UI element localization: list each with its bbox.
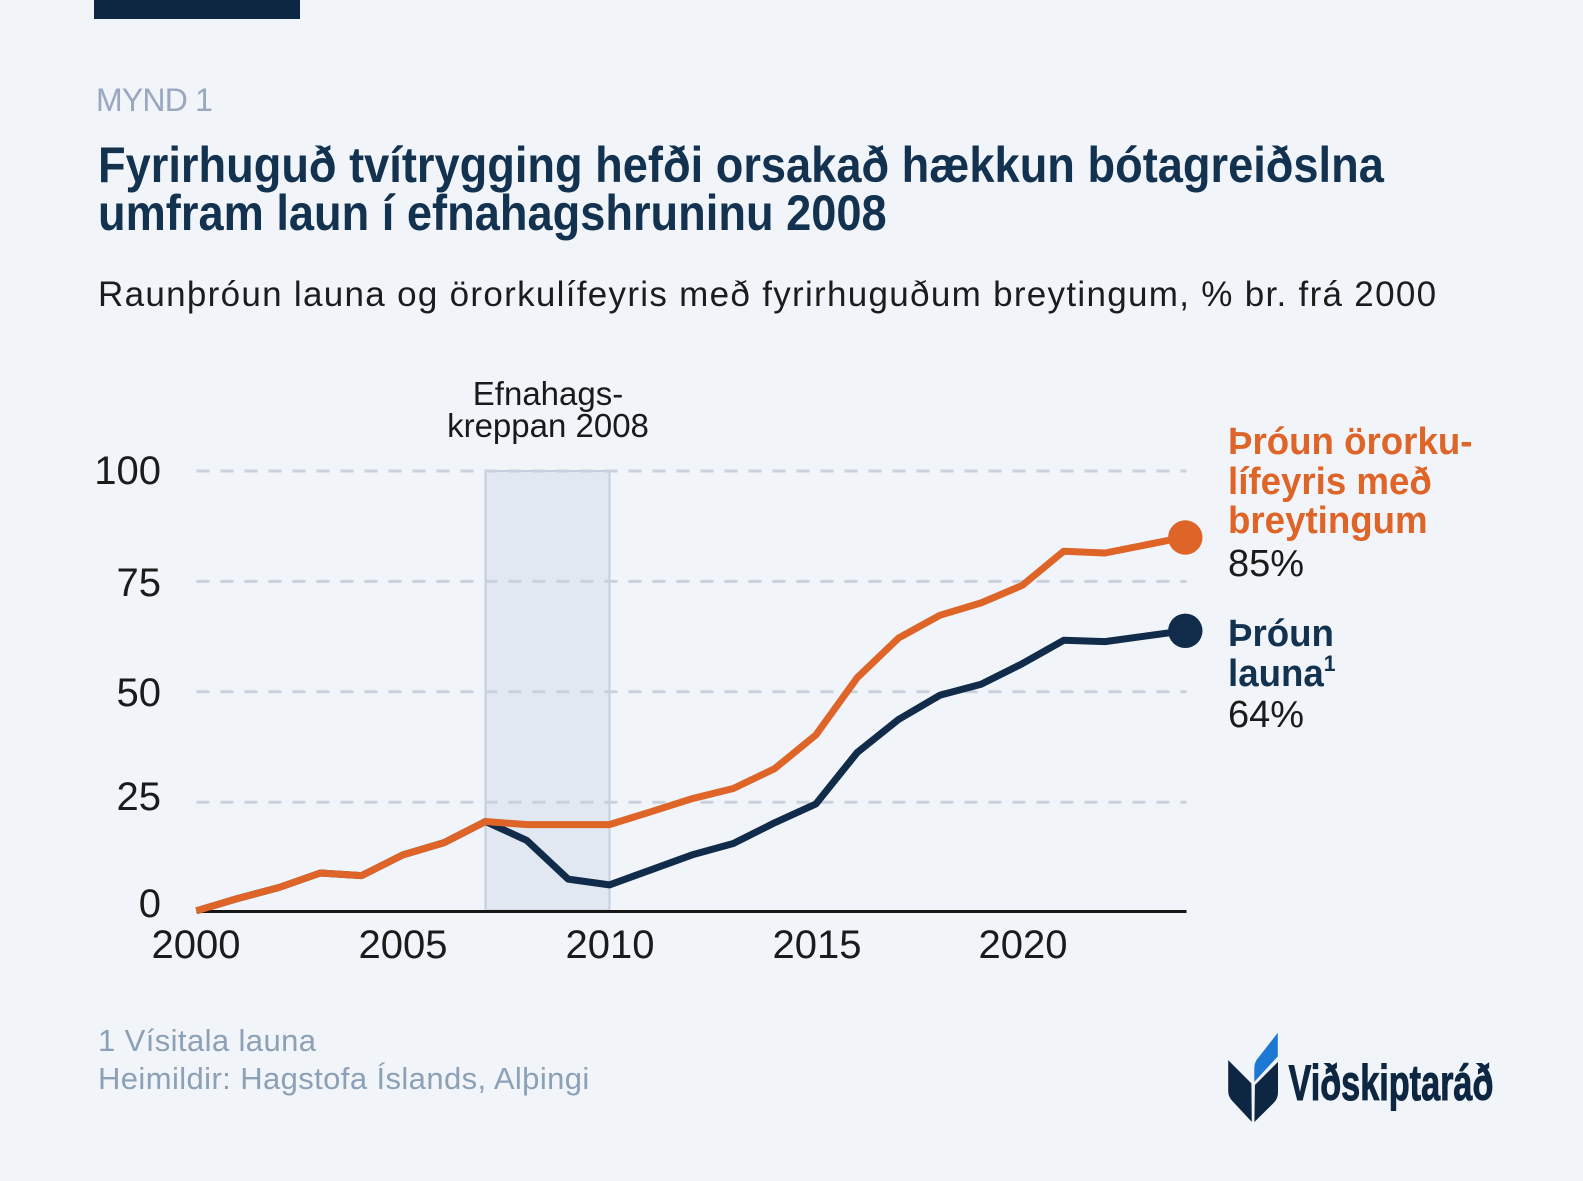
svg-text:Viðskiptaráð: Viðskiptaráð <box>1289 1056 1494 1112</box>
